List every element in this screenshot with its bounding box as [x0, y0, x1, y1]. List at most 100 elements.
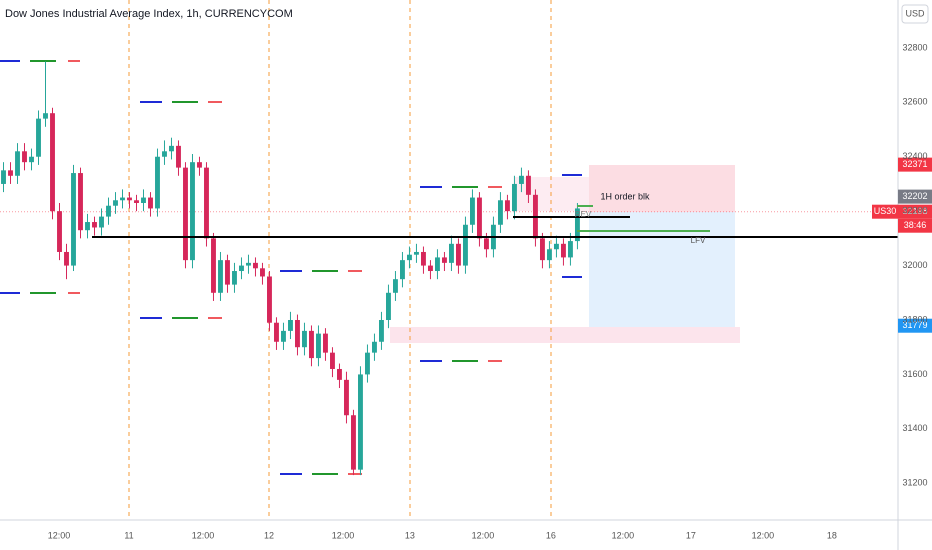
y-tick-label: 32400 [902, 151, 927, 161]
candle-body [43, 113, 48, 119]
candle-body [225, 260, 230, 285]
candle-body [190, 162, 195, 261]
candle-body [386, 292, 391, 320]
annotation: 1H order blk [600, 191, 650, 201]
x-tick-label: 18 [827, 530, 837, 540]
price-badge [898, 189, 932, 204]
candle-body [92, 222, 97, 228]
candle-body [204, 167, 209, 239]
candle-body [483, 238, 489, 250]
candles [1, 61, 580, 476]
candle-body [260, 268, 265, 277]
candle-body [274, 322, 279, 342]
countdown-label: 38:46 [904, 220, 927, 230]
candle-body [267, 276, 272, 323]
candle-body [351, 415, 356, 470]
candle-body [148, 197, 153, 209]
x-tick-label: 12:00 [332, 530, 355, 540]
candle-body [120, 197, 125, 201]
x-tick-label: 12 [264, 530, 274, 540]
x-tick-label: 16 [546, 530, 556, 540]
annotation: LFV [691, 236, 706, 245]
candle-body [442, 257, 447, 263]
x-tick-label: 13 [405, 530, 415, 540]
candle-body [239, 265, 244, 272]
candle-body [8, 170, 13, 176]
y-tick-label: 32600 [902, 97, 927, 107]
zone [589, 165, 735, 212]
candle-body [309, 330, 314, 359]
candle-body [281, 330, 286, 342]
candle-body [337, 368, 342, 380]
candle-body [134, 200, 139, 203]
candle-body [462, 224, 468, 266]
candle-body [253, 262, 258, 269]
price-badge-label: 32202 [902, 191, 927, 201]
candle-body [36, 118, 41, 157]
currency-box [901, 4, 929, 24]
y-tick-label: 32000 [902, 260, 927, 270]
x-tick-label: 12:00 [192, 530, 215, 540]
candle-body [113, 200, 118, 206]
candle-body [57, 211, 62, 252]
candle-body [393, 279, 398, 293]
candle-body [1, 170, 6, 184]
candle-body [155, 156, 160, 209]
candle-body [469, 197, 475, 225]
candle-body [99, 216, 104, 228]
candle-body [316, 333, 321, 359]
candle-body [379, 320, 384, 342]
price-badge-label: 32371 [902, 159, 927, 169]
x-tick-label: 12:00 [472, 530, 495, 540]
countdown-badge [898, 218, 932, 233]
y-tick-label: 31400 [902, 423, 927, 433]
candle-body [218, 260, 223, 293]
price-badge-label: 32198 [902, 206, 927, 216]
candle-body [141, 197, 146, 203]
y-tick-label: 31800 [902, 314, 927, 324]
zone [390, 327, 740, 343]
annotation: REV [575, 210, 592, 219]
candle-body [323, 333, 328, 353]
candle-body [15, 151, 20, 176]
candle-body [183, 167, 188, 261]
level-marks [0, 60, 582, 475]
x-tick-label: 12:00 [48, 530, 71, 540]
candle-body [71, 173, 76, 266]
y-tick-label: 32800 [902, 42, 927, 52]
candle-body [476, 197, 482, 239]
candle-body [546, 249, 552, 261]
candle-body [518, 175, 524, 184]
price-badge [898, 157, 932, 172]
candle-body [169, 145, 174, 152]
candle-body [455, 243, 461, 266]
candle-body [400, 260, 405, 280]
candle-body [22, 151, 27, 163]
candle-body [232, 271, 237, 285]
candle-body [302, 330, 307, 348]
candle-body [358, 374, 363, 470]
chart-title: Dow Jones Industrial Average Index, 1h, … [5, 8, 293, 20]
candle-body [162, 151, 167, 157]
candle-body [511, 183, 517, 212]
candle-body [421, 251, 426, 266]
price-badge [898, 318, 932, 333]
candle-body [85, 222, 90, 231]
candle-body [50, 113, 55, 212]
symbol-badge [872, 204, 898, 219]
candle-body [64, 251, 69, 266]
candle-body [288, 320, 293, 331]
zone [589, 212, 735, 327]
candle-body [211, 238, 216, 293]
candle-body [574, 208, 580, 242]
symbol-label: US30 [874, 206, 897, 216]
candle-body [246, 262, 251, 266]
candle-body [504, 200, 510, 212]
candle-body [295, 320, 300, 348]
candle-body [197, 162, 202, 168]
currency: USD [905, 8, 925, 18]
x-tick-label: 12:00 [752, 530, 775, 540]
candle-body [176, 145, 181, 168]
drawings: 1H order blk LFV REV [92, 191, 898, 245]
